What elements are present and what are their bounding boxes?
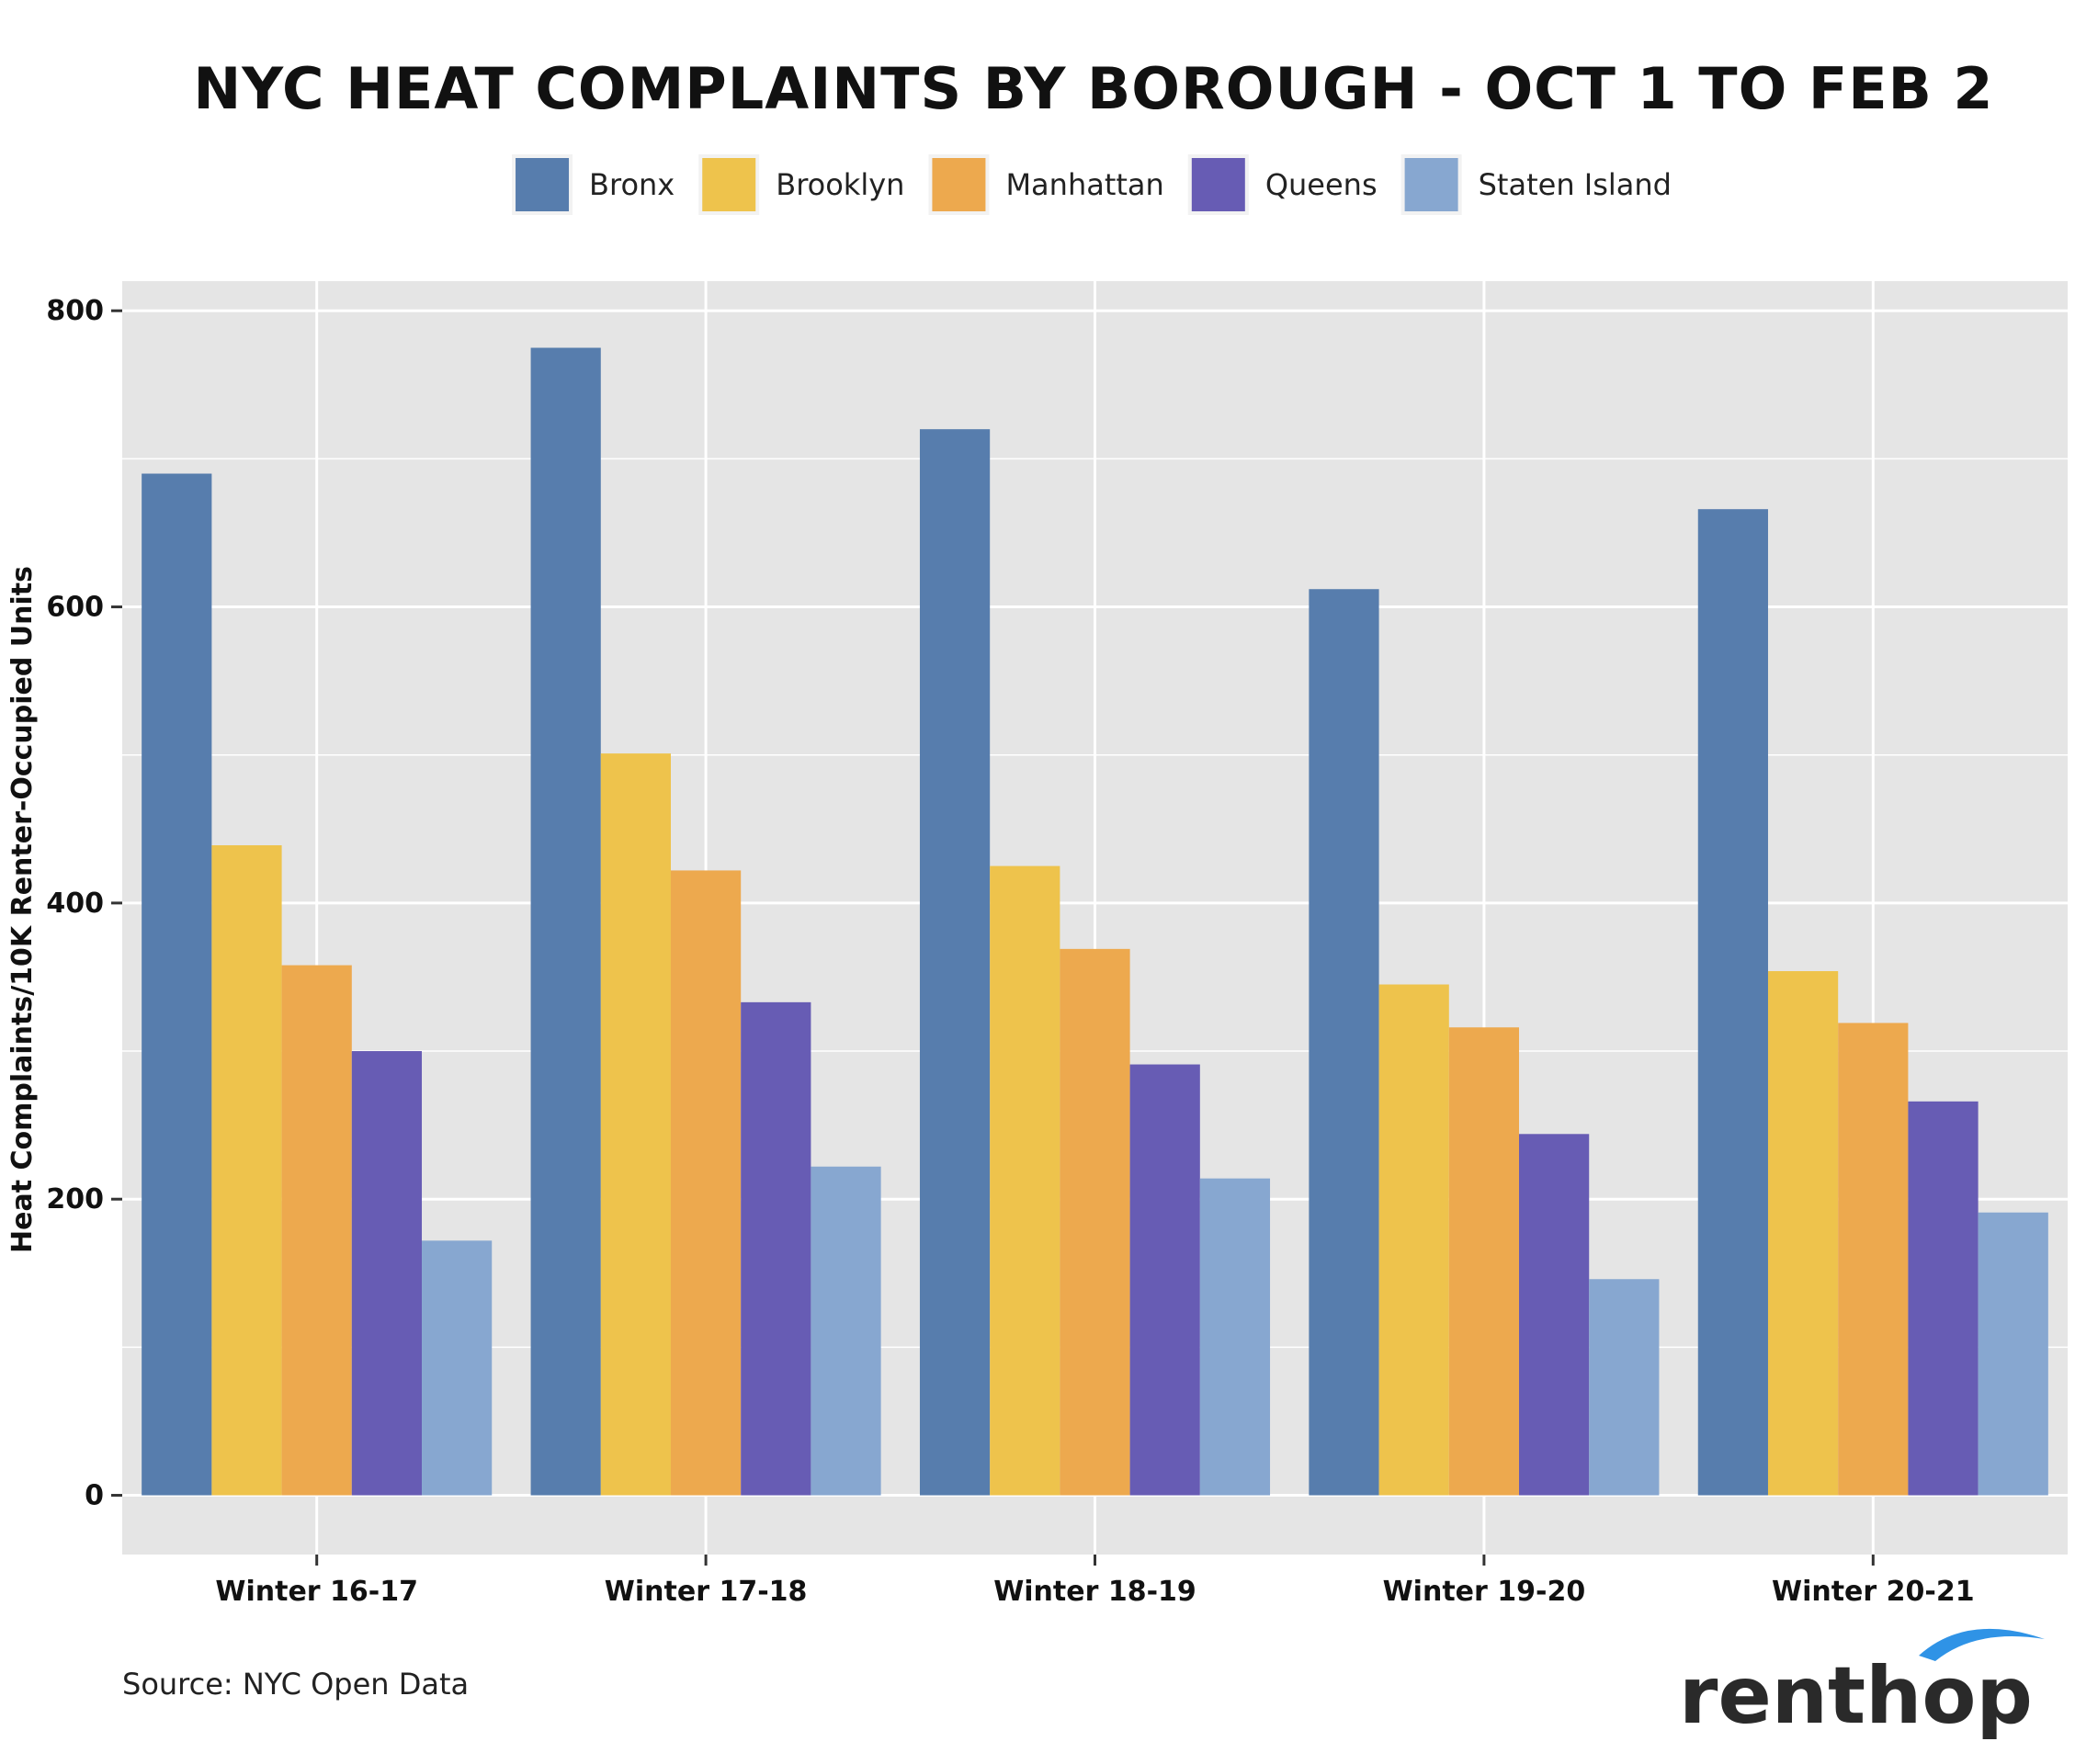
- y-tick-label: 800: [46, 295, 104, 327]
- legend-item: Manhattan: [928, 154, 1164, 215]
- bar-staten-island: [811, 1166, 881, 1496]
- legend-item: Staten Island: [1400, 154, 1672, 215]
- source-note: Source: NYC Open Data: [122, 1667, 469, 1702]
- y-axis-title: Heat Complaints/10K Renter-Occupied Unit…: [6, 566, 39, 1253]
- legend-item: Bronx: [512, 154, 675, 215]
- legend-label: Brooklyn: [776, 167, 904, 202]
- legend-key: [516, 158, 570, 211]
- bar-staten-island: [1199, 1178, 1271, 1496]
- bar-staten-island: [1589, 1279, 1660, 1496]
- legend-label: Queens: [1265, 167, 1378, 202]
- legend: Bronx Brooklyn Manhattan Queens Staten Islan…: [512, 154, 1672, 215]
- bar-manhattan: [1838, 1023, 1909, 1496]
- bar-staten-island: [422, 1240, 493, 1496]
- bar-queens: [741, 1001, 811, 1496]
- bar-queens: [1908, 1101, 1979, 1496]
- legend-label: Bronx: [589, 167, 675, 202]
- bar-brooklyn: [1378, 984, 1449, 1496]
- bar-queens: [1129, 1064, 1200, 1496]
- bar-brooklyn: [1767, 971, 1839, 1496]
- bar-brooklyn: [990, 865, 1060, 1496]
- bar-manhattan: [670, 870, 742, 1496]
- bar-bronx: [1309, 589, 1379, 1496]
- x-tick-label: Winter 20-21: [1772, 1576, 1975, 1608]
- bar-queens: [1519, 1134, 1590, 1496]
- y-tick-label: 600: [46, 592, 104, 624]
- bar-bronx: [919, 429, 991, 1496]
- x-tick-label: Winter 18-19: [993, 1576, 1196, 1608]
- legend-item: Queens: [1187, 154, 1378, 215]
- legend-item: Brooklyn: [698, 154, 904, 215]
- bar-bronx: [530, 347, 601, 1496]
- bar-brooklyn: [600, 753, 671, 1496]
- legend-key: [702, 158, 756, 211]
- legend-label: Staten Island: [1479, 167, 1672, 202]
- x-tick-label: Winter 17-18: [605, 1576, 808, 1608]
- legend-label: Manhattan: [1005, 167, 1163, 202]
- logo-wordmark: renthop: [1679, 1650, 2033, 1742]
- bar-brooklyn: [211, 845, 282, 1496]
- legend-key: [1191, 158, 1245, 211]
- y-tick-label: 0: [85, 1480, 104, 1512]
- renthop-logo: renthop: [1679, 1628, 2045, 1742]
- bar-manhattan: [281, 965, 352, 1496]
- y-tick-label: 400: [46, 888, 104, 920]
- x-tick-label: Winter 16-17: [215, 1576, 418, 1608]
- chart-title: NYC HEAT COMPLAINTS BY BOROUGH - OCT 1 T…: [193, 55, 1993, 122]
- legend-key: [932, 158, 986, 211]
- axes: 0 200 400 600 800 Winter 16-17 Winter 17-18 Win…: [46, 295, 1974, 1608]
- y-tick-label: 200: [46, 1183, 104, 1216]
- bar-bronx: [1697, 509, 1768, 1496]
- bar-staten-island: [1978, 1212, 2048, 1496]
- bar-manhattan: [1448, 1027, 1520, 1496]
- bars: [142, 347, 2048, 1496]
- bar-queens: [351, 1051, 423, 1496]
- legend-key: [1404, 158, 1458, 211]
- bar-manhattan: [1060, 948, 1130, 1496]
- renthop-arc-logo-icon: [1919, 1628, 2045, 1661]
- bar-bronx: [142, 473, 212, 1496]
- x-tick-label: Winter 19-20: [1383, 1576, 1586, 1608]
